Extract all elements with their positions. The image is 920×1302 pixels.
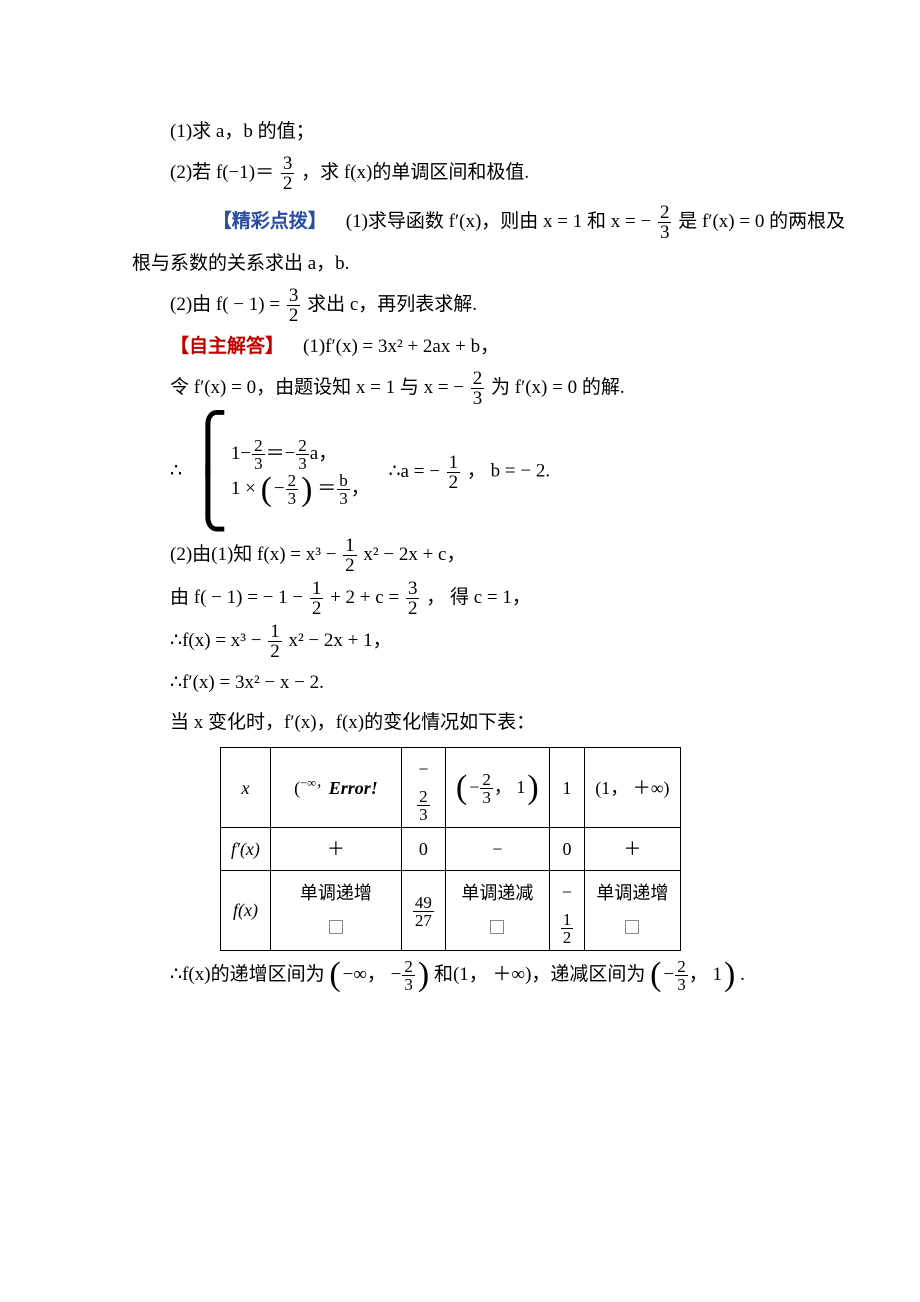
- variation-table: x (−∞，Error! − 23 (−23， 1) 1 (1， ＋∞) f′(…: [220, 747, 681, 950]
- frac-2-3: 23: [658, 203, 672, 242]
- p-f2: ∴f(x) = x³ − 12 x² − 2x + 1，: [170, 622, 810, 661]
- interval-3: (1， ＋∞): [585, 748, 680, 828]
- val-2: − 12: [549, 871, 585, 951]
- mono-3: 单调递增: [585, 871, 680, 951]
- p-hint3: (2)由 f( − 1) = 32 求出 c，再列表求解.: [170, 286, 810, 325]
- frac-2-3: 23: [471, 369, 485, 408]
- p-q2: (2)若 f(−1)＝ 32 ，求 f(x)的单调区间和极值.: [170, 154, 810, 193]
- t: (2)由 f( − 1) =: [170, 294, 285, 315]
- t: 令 f′(x) = 0，由题设知 x = 1 与 x = −: [170, 377, 464, 398]
- t: 求出 c，再列表求解.: [307, 294, 477, 315]
- crit-2: 1: [549, 748, 585, 828]
- sign-2: −: [445, 828, 549, 871]
- p-system: ∴ ⎧⎩ 1−23＝−23a， 1 × (−23) ＝b3， ∴a = − 12…: [170, 416, 810, 528]
- page: (1)求 a，b 的值； (2)若 f(−1)＝ 32 ，求 f(x)的单调区间…: [0, 0, 920, 1302]
- t: 为 f′(x) = 0 的解.: [491, 377, 625, 398]
- th-f: f(x): [221, 871, 271, 951]
- frac-1-2: 12: [447, 453, 461, 492]
- crit-1: − 23: [401, 748, 445, 828]
- t: (2)若 f(−1)＝: [170, 162, 274, 183]
- p-f: (2)由(1)知 f(x) = x³ − 12 x² − 2x + c，: [170, 536, 810, 575]
- t: (1)f′(x) = 3x² + 2ax + b，: [303, 336, 499, 357]
- p-ans-head: 【自主解答】 (1)f′(x) = 3x² + 2ax + b，: [170, 329, 810, 365]
- t: (1)求导函数 f′(x)，则由 x = 1 和 x = −: [346, 211, 651, 232]
- hint-tag: 【精彩点拨】: [213, 211, 327, 232]
- interval-1: (−∞，Error!: [270, 748, 401, 828]
- p-hint2: 根与系数的关系求出 a，b.: [132, 246, 810, 282]
- p-roots: 令 f′(x) = 0，由题设知 x = 1 与 x = − 23 为 f′(x…: [170, 369, 810, 408]
- th-fprime: f′(x): [221, 828, 271, 871]
- frac-3-2: 32: [281, 154, 295, 193]
- p-c: 由 f( − 1) = − 1 − 12 + 2 + c = 32 ， 得 c …: [170, 579, 810, 618]
- frac-3-2: 32: [287, 286, 301, 325]
- t: ，求 f(x)的单调区间和极值.: [301, 162, 529, 183]
- sign-3: ＋: [585, 828, 680, 871]
- zero-1: 0: [401, 828, 445, 871]
- p-tablelead: 当 x 变化时，f′(x)，f(x)的变化情况如下表：: [170, 705, 810, 741]
- interval-2: (−23， 1): [445, 748, 549, 828]
- t: 是 f′(x) = 0 的两根及: [678, 211, 845, 232]
- sign-1: ＋: [270, 828, 401, 871]
- val-1: 4927: [401, 871, 445, 951]
- th-x: x: [221, 748, 271, 828]
- zero-2: 0: [549, 828, 585, 871]
- answer-tag: 【自主解答】: [170, 336, 284, 357]
- p-hint: 【精彩点拨】 (1)求导函数 f′(x)，则由 x = 1 和 x = − 23…: [170, 203, 810, 242]
- p-q1: (1)求 a，b 的值；: [170, 114, 810, 150]
- mono-1: 单调递增: [270, 871, 401, 951]
- p-conclusion: ∴f(x)的递增区间为 (−∞， −23) 和(1， ＋∞)，递减区间为 (−2…: [170, 957, 810, 994]
- mono-2: 单调递减: [445, 871, 549, 951]
- brace-case: ⎧⎩ 1−23＝−23a， 1 × (−23) ＝b3，: [187, 416, 370, 528]
- p-fprime: ∴f′(x) = 3x² − x − 2.: [170, 665, 810, 701]
